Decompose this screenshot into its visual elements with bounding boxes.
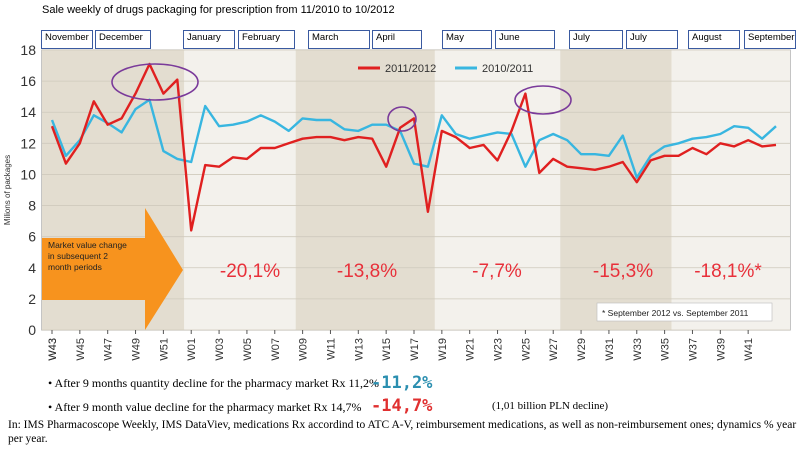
y-tick-label: 8 (28, 198, 36, 214)
value-decline-figure: -14,7% (371, 396, 433, 416)
y-tick-label: 14 (20, 104, 36, 120)
period-change-label: -13,8% (337, 261, 397, 282)
period-band (434, 50, 561, 330)
x-tick-label: W13 (353, 338, 365, 361)
y-tick-label: 10 (20, 166, 36, 182)
x-tick-label: W41 (743, 338, 755, 361)
month-label-0: November (41, 30, 93, 49)
x-tick-label: W29 (576, 338, 588, 361)
x-tick-label: W43 (47, 338, 59, 361)
value-decline-note: (1,01 billion PLN decline) (492, 400, 609, 412)
period-band (295, 50, 435, 330)
bullet-quantity-text: After 9 months quantity decline for the … (54, 376, 380, 390)
highlight-ellipse (514, 85, 572, 115)
x-tick-label: W39 (715, 338, 727, 361)
footnote-box (596, 302, 773, 322)
period-band (671, 50, 790, 330)
series-line-2010-2011 (50, 98, 777, 179)
y-tick-label: 18 (20, 42, 36, 58)
legend-label: 2011/2012 (385, 63, 436, 75)
x-tick-label: W33 (632, 338, 644, 361)
x-tick-label: W11 (325, 338, 337, 360)
x-tick-label: W07 (270, 338, 282, 361)
footnote-text: * September 2012 vs. September 2011 (602, 308, 749, 318)
month-label-2: January (183, 30, 235, 49)
x-tick-label: W25 (520, 338, 532, 361)
x-tick-label: W37 (687, 338, 699, 361)
y-tick-label: 6 (28, 229, 36, 245)
legend-label: 2010/2011 (482, 63, 533, 75)
highlight-ellipse (111, 63, 199, 101)
month-label-9: July (626, 30, 678, 49)
page-title: Sale weekly of drugs packaging for presc… (42, 4, 395, 16)
x-tick-label: W09 (298, 338, 310, 361)
y-axis-label: Milions of packages (3, 155, 12, 225)
month-label-5: April (372, 30, 422, 49)
series-line-2011-2012 (50, 62, 777, 232)
bullet-value-text: After 9 month value decline for the phar… (54, 400, 362, 414)
bullet-value: • After 9 month value decline for the ph… (48, 400, 362, 414)
x-tick-label: W51 (158, 338, 170, 361)
y-tick-label: 4 (28, 260, 36, 276)
month-label-1: December (95, 30, 151, 49)
period-change-label: -15,3% (593, 261, 653, 282)
x-tick-label: W47 (103, 338, 115, 361)
x-tick-label: W05 (242, 338, 254, 361)
period-change-label: -18,1%* (694, 261, 762, 282)
source-note: In: IMS Pharmacoscope Weekly, IMS DataVi… (8, 419, 797, 445)
arrow-text: Market value change in subsequent 2 month … (48, 240, 127, 272)
x-tick-label: W15 (381, 338, 393, 361)
x-tick-label: W19 (437, 338, 449, 361)
period-arrow (42, 208, 183, 330)
month-label-7: June (495, 30, 555, 49)
x-tick-label: W17 (409, 338, 421, 361)
period-change-label: -20,1% (220, 261, 280, 282)
highlight-ellipse (387, 106, 417, 132)
month-label-6: May (442, 30, 492, 49)
x-tick-label: W03 (214, 338, 226, 361)
month-label-11: September (744, 30, 796, 49)
x-tick-label: W43 (47, 338, 59, 361)
bullet-quantity: • After 9 months quantity decline for th… (48, 376, 380, 390)
y-tick-label: 0 (28, 322, 36, 338)
month-label-3: February (238, 30, 295, 49)
month-label-8: July (569, 30, 623, 49)
x-tick-label: W01 (186, 338, 198, 361)
y-tick-label: 2 (28, 291, 36, 307)
x-tick-label: W45 (75, 338, 87, 361)
quantity-decline-figure: -11,2% (371, 373, 433, 393)
y-tick-label: 16 (20, 73, 36, 89)
period-change-label: -7,7% (472, 261, 522, 282)
period-band (184, 50, 296, 330)
period-band (560, 50, 672, 330)
month-label-4: March (308, 30, 370, 49)
y-tick-label: 12 (20, 135, 36, 151)
x-tick-label: W31 (604, 338, 616, 361)
x-tick-label: W21 (465, 338, 477, 361)
x-tick-label: W49 (131, 338, 143, 361)
x-tick-label: W35 (660, 338, 672, 361)
month-label-10: August (688, 30, 740, 49)
x-tick-label: W27 (548, 338, 560, 361)
x-tick-label: W23 (493, 338, 505, 361)
